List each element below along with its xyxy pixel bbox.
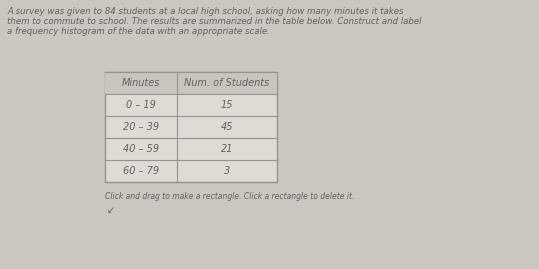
Text: them to commute to school. The results are summarized in the table below. Constr: them to commute to school. The results a… xyxy=(7,17,421,26)
Text: Click and drag to make a rectangle. Click a rectangle to delete it.: Click and drag to make a rectangle. Clic… xyxy=(105,192,354,201)
Text: 15: 15 xyxy=(221,100,233,110)
Text: a frequency histogram of the data with an appropriate scale.: a frequency histogram of the data with a… xyxy=(7,27,270,36)
Bar xyxy=(105,72,277,94)
Text: Num. of Students: Num. of Students xyxy=(184,78,270,88)
Text: 20 – 39: 20 – 39 xyxy=(123,122,159,132)
Text: 21: 21 xyxy=(221,144,233,154)
Text: 60 – 79: 60 – 79 xyxy=(123,166,159,176)
Text: 0 – 19: 0 – 19 xyxy=(126,100,156,110)
Text: ↙: ↙ xyxy=(107,205,115,215)
Text: 40 – 59: 40 – 59 xyxy=(123,144,159,154)
Text: 3: 3 xyxy=(224,166,230,176)
Bar xyxy=(105,72,277,182)
Text: Minutes: Minutes xyxy=(122,78,160,88)
Text: A survey was given to 84 students at a local high school, asking how many minute: A survey was given to 84 students at a l… xyxy=(7,7,404,16)
Text: 45: 45 xyxy=(221,122,233,132)
